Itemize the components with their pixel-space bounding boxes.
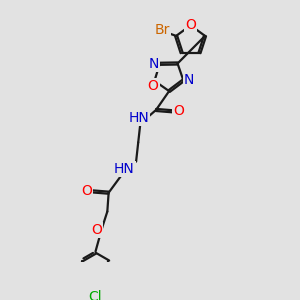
Text: HN: HN [114, 162, 135, 176]
Text: O: O [148, 79, 159, 93]
Text: HN: HN [129, 111, 149, 125]
Text: O: O [91, 223, 102, 237]
Text: O: O [185, 18, 196, 32]
Text: O: O [81, 184, 92, 198]
Text: O: O [173, 104, 184, 118]
Text: Br: Br [155, 23, 170, 37]
Text: N: N [184, 74, 194, 87]
Text: Cl: Cl [89, 290, 102, 300]
Text: N: N [149, 57, 159, 71]
